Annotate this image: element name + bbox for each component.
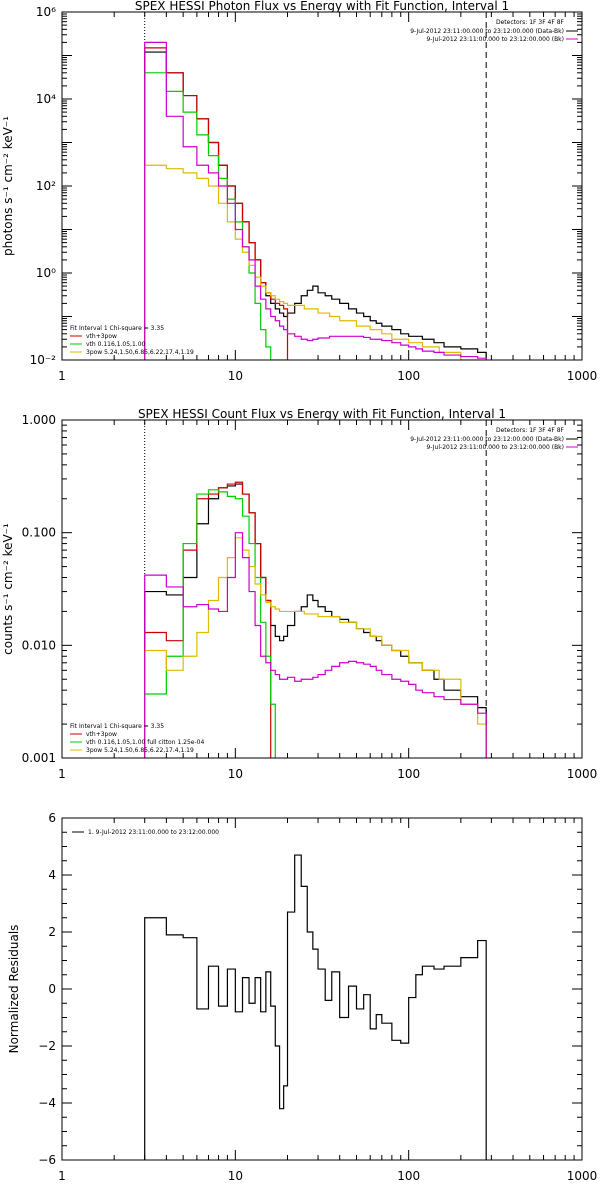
plot-frame xyxy=(61,11,583,361)
y-tick-label: 0 xyxy=(48,982,56,996)
series-group xyxy=(144,854,487,1160)
series-line xyxy=(144,537,487,758)
series-line xyxy=(144,483,487,758)
y-tick-label: 0.001 xyxy=(22,751,56,765)
y-tick-label: 6 xyxy=(48,811,56,825)
legend-detectors: Detectors: 1F 3F 4F 8F xyxy=(496,19,565,26)
x-tick-label: 1 xyxy=(58,1169,66,1183)
legend-top-right: Detectors: 1F 3F 4F 8F 9-Jul-2012 23:11:0… xyxy=(410,19,578,43)
series-line xyxy=(144,489,276,758)
y-tick-label: 10⁶ xyxy=(36,5,56,19)
legend-entry-text: vth+3pow xyxy=(86,333,117,340)
x-tick-label: 1000 xyxy=(567,1169,598,1183)
series-line xyxy=(144,51,487,360)
series-line xyxy=(144,72,289,360)
y-tick-label: 4 xyxy=(48,868,56,882)
x-tick-label: 100 xyxy=(397,369,420,383)
y-tick-label: 0.010 xyxy=(22,638,56,652)
legend-fit-label: Fit Interval 1 Chi-square = 3.35 xyxy=(70,325,164,332)
series-group xyxy=(144,481,487,758)
series-line xyxy=(144,41,487,360)
y-tick-label: 0.100 xyxy=(22,526,56,540)
plot-frame xyxy=(61,817,583,1161)
series-line xyxy=(144,532,487,758)
legend-bottom-left: Fit Interval 1 Chi-square = 3.35vth+3pow… xyxy=(70,325,194,356)
legend-entry-text: vth 0.116,1.05,1.00 full citton 1.25e-04 xyxy=(86,739,204,746)
x-tick-label: 1000 xyxy=(567,369,598,383)
x-tick-label: 1 xyxy=(58,369,66,383)
series-group xyxy=(144,41,487,360)
legend-entry-text: vth 0.116,1.05,1.00 xyxy=(86,341,146,348)
x-tick-label: 100 xyxy=(397,767,420,781)
legend-fit-label: Fit Interval 1 Chi-square = 3.35 xyxy=(70,723,164,730)
legend-entry-text: 3pow 5.24,1.50,6.85,6.22,17.4,1.19 xyxy=(86,747,194,754)
legend-entry-text: 9-Jul-2012 23:11:00.000 to 23:12:00.000 … xyxy=(410,436,564,443)
ticks: 1 10 100 1000 −6 −4 −2 0 2 4 6 xyxy=(38,811,597,1183)
y-axis-label: Normalized Residuals xyxy=(7,925,21,1054)
series-line xyxy=(144,854,487,1160)
y-tick-label: −6 xyxy=(38,1153,56,1167)
legend-entry-text: 9-Jul-2012 23:11:00.000 to 23:12:00.000 … xyxy=(426,36,564,43)
y-tick-label: 1.000 xyxy=(22,413,56,427)
x-tick-label: 10 xyxy=(228,369,243,383)
y-tick-label: 10⁰ xyxy=(36,266,56,280)
legend-entry-text: vth+3pow xyxy=(86,731,117,738)
legend-entry-text: 9-Jul-2012 23:11:00.000 to 23:12:00.000 … xyxy=(410,28,564,35)
y-tick-label: 10⁻² xyxy=(30,353,57,367)
legend-entry-text: 1. 9-Jul-2012 23:11:00.000 to 23:12:00.0… xyxy=(88,829,219,836)
series-line xyxy=(144,164,487,360)
chart-panel-1: SPEX HESSI Photon Flux vs Energy with Fi… xyxy=(1,0,597,383)
chart-panel-2: SPEX HESSI Count Flux vs Energy with Fit… xyxy=(1,407,597,781)
chart-title: SPEX HESSI Count Flux vs Energy with Fit… xyxy=(138,407,506,421)
x-tick-label: 1000 xyxy=(567,767,598,781)
ticks: 1 10 100 1000 10⁻² 10⁰ 10² 10⁴ 10⁶ xyxy=(30,5,598,383)
legend-entry-text: 9-Jul-2012 23:11:00.000 to 23:12:00.000 … xyxy=(426,444,564,451)
legend-bottom-left: Fit Interval 1 Chi-square = 3.35vth+3pow… xyxy=(70,723,204,754)
y-tick-label: −2 xyxy=(38,1039,56,1053)
x-tick-label: 1 xyxy=(58,767,66,781)
y-tick-label: 2 xyxy=(48,925,56,939)
legend-entry-text: 3pow 5.24,1.50,6.85,6.22,17.4,1.19 xyxy=(86,349,194,356)
legend-detectors: Detectors: 1F 3F 4F 8F xyxy=(496,427,565,434)
legend-top-right: Detectors: 1F 3F 4F 8F 9-Jul-2012 23:11:0… xyxy=(410,427,578,451)
x-tick-label: 10 xyxy=(228,767,243,781)
y-tick-label: 10² xyxy=(36,179,56,193)
x-tick-label: 10 xyxy=(228,1169,243,1183)
y-tick-label: −4 xyxy=(38,1096,56,1110)
chart-panel-3: Normalized Residuals 1 10 100 1000 −6 −4 −2 0 2 4 6… xyxy=(7,811,597,1183)
series-line xyxy=(144,47,289,360)
chart-title: SPEX HESSI Photon Flux vs Energy with Fi… xyxy=(135,0,509,13)
y-tick-label: 10⁴ xyxy=(36,92,56,106)
y-axis-label: counts s⁻¹ cm⁻² keV⁻¹ xyxy=(1,523,15,655)
legend-top-left: 1. 9-Jul-2012 23:11:00.000 to 23:12:00.0… xyxy=(72,829,219,836)
plot-frame xyxy=(61,419,583,759)
x-tick-label: 100 xyxy=(397,1169,420,1183)
y-axis-label: photons s⁻¹ cm⁻² keV⁻¹ xyxy=(1,116,15,256)
